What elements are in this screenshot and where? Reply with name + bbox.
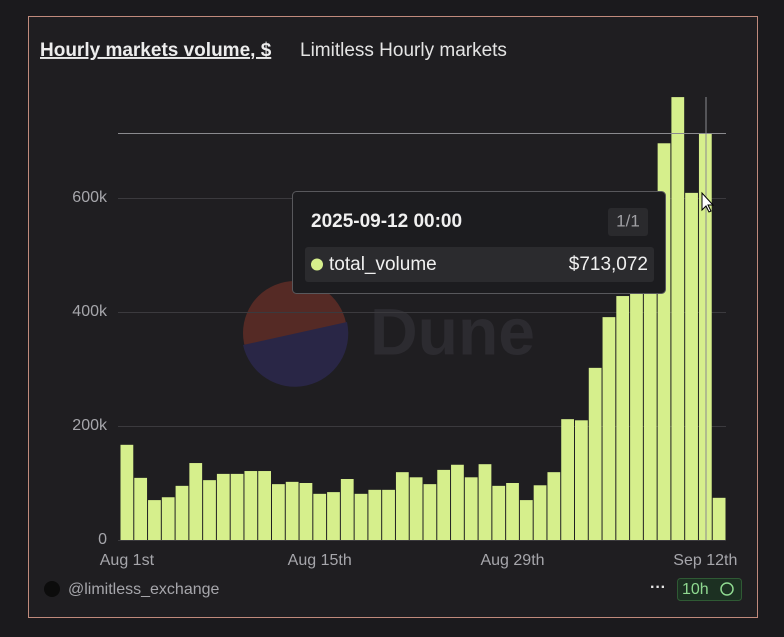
y-tick-label: 200k — [72, 417, 108, 434]
bar — [671, 97, 685, 541]
tooltip-value: $713,072 — [569, 254, 648, 275]
bar — [272, 484, 285, 540]
tooltip-page-bg — [608, 208, 648, 236]
bar — [506, 483, 519, 540]
tooltip-swatch — [311, 258, 323, 271]
bar — [588, 367, 602, 540]
tooltip: 2025-09-12 00:00 1/1 total_volume $713,0… — [292, 191, 666, 294]
bar — [134, 477, 148, 540]
tooltip-title: 2025-09-12 00:00 — [311, 211, 462, 232]
y-tick-label: 0 — [98, 531, 107, 548]
bar — [285, 481, 299, 540]
bar — [423, 484, 437, 540]
bar — [602, 317, 616, 540]
bar — [547, 472, 561, 540]
cursor — [701, 191, 715, 213]
tooltip-row — [305, 247, 654, 282]
bar — [382, 489, 395, 540]
author-icon — [44, 581, 60, 597]
chart-title[interactable]: Hourly markets volume, $ — [40, 40, 272, 61]
chart-subtitle: Limitless Hourly markets — [300, 40, 507, 61]
y-tick-label: 400k — [72, 303, 108, 320]
bar — [148, 500, 161, 540]
tooltip-series: total_volume — [329, 254, 437, 275]
tooltip-page: 1/1 — [616, 211, 640, 230]
refresh-icon — [720, 582, 734, 596]
watermark-text: Dune — [370, 294, 535, 368]
bar — [354, 493, 368, 540]
bar — [519, 500, 533, 540]
bar — [258, 471, 271, 540]
x-tick-label: Aug 15th — [288, 552, 352, 569]
bar — [437, 469, 451, 540]
bar — [561, 419, 574, 540]
bar — [698, 133, 712, 541]
x-tick-label: Sep 12th — [673, 552, 737, 569]
watermark-logo-part — [243, 322, 349, 387]
bar — [409, 477, 423, 540]
bar — [327, 492, 340, 540]
author[interactable]: @limitless_exchange — [68, 581, 220, 598]
bar — [643, 262, 657, 540]
bar — [175, 485, 189, 540]
bar — [712, 497, 726, 540]
bar — [216, 473, 230, 540]
bar — [478, 464, 492, 540]
bar — [299, 483, 313, 540]
refresh-text: 10h — [682, 581, 709, 598]
bar — [464, 477, 478, 540]
bar — [575, 420, 588, 540]
bar — [203, 480, 216, 540]
bar — [340, 479, 354, 540]
bar — [533, 485, 547, 540]
menu[interactable]: ··· — [650, 579, 666, 596]
bar — [189, 463, 203, 540]
x-tick-label: Aug 1st — [100, 552, 155, 569]
bar — [451, 464, 464, 540]
x-tick-label: Aug 29th — [480, 552, 544, 569]
bar — [313, 493, 327, 540]
bar — [230, 473, 244, 540]
bar — [616, 296, 630, 540]
bar — [161, 497, 175, 540]
bar — [395, 472, 409, 540]
bar — [120, 444, 134, 540]
y-tick-label: 600k — [72, 189, 108, 206]
bar — [492, 485, 506, 540]
bar — [685, 192, 698, 540]
watermark: Dune — [243, 281, 535, 387]
bar — [368, 489, 382, 540]
bar — [630, 289, 643, 540]
bar — [244, 471, 258, 540]
